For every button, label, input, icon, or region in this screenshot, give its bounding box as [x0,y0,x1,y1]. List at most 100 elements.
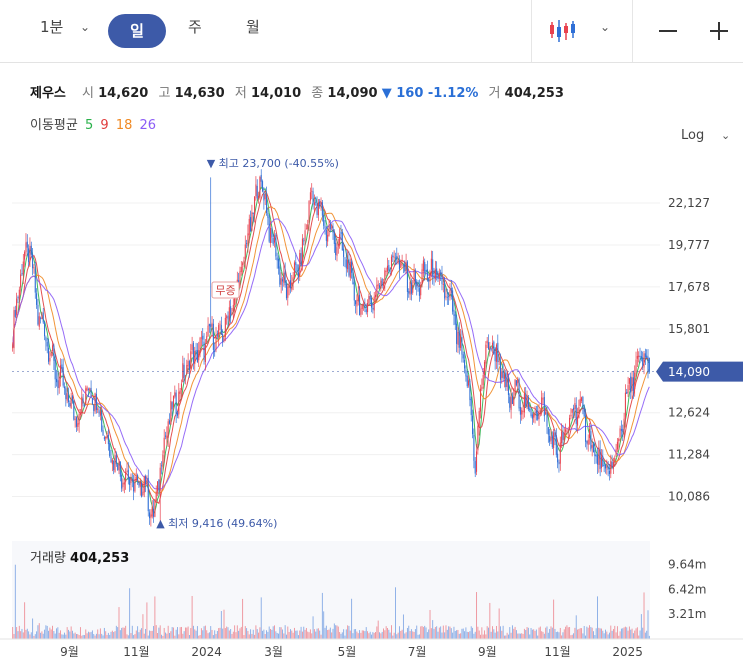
volume-bar [248,634,250,639]
volume-bar [594,635,596,639]
volume-bar [332,628,334,639]
candle-body [588,428,591,438]
volume-bar [578,628,580,639]
candle-body [246,243,248,244]
volume-bar [78,635,80,639]
candle-body [535,410,537,414]
volume-bar [573,633,575,639]
candle-body [563,432,565,441]
volume-bar [602,630,604,639]
volume-bar [591,627,593,639]
candle-body [590,431,592,450]
candle-body [646,355,648,358]
volume-bar [418,634,420,639]
volume-bar [587,627,589,639]
volume-bar [634,630,636,639]
volume-bar [64,632,65,639]
candle-body [83,405,85,407]
candle-body [397,259,399,262]
volume-bar [582,633,584,639]
candle-body [131,479,133,481]
volume-bar [446,629,448,639]
volume-bar [305,627,307,639]
time-tick-label: 7월 [408,645,427,659]
candle-body [220,325,222,335]
candle-body [390,256,393,270]
candle-body [101,412,103,431]
candle-body [472,415,474,435]
candle-body [546,412,548,427]
volume-bar [401,629,403,639]
open-label: 시 [82,86,94,101]
candle-body [554,431,556,437]
volume-bar [498,608,500,639]
candle-body [183,364,185,379]
period-week-button[interactable]: 주 [188,18,202,36]
candle-body [426,269,428,281]
volume-title: 거래량 404,253 [30,547,129,566]
volume-bar [58,632,60,639]
candle-body [511,396,513,404]
volume-bar [52,625,54,639]
candle-body [266,195,268,213]
candle-body [565,429,567,432]
candle-body [531,414,533,419]
candles [12,169,650,527]
candle-body [530,409,532,416]
candle-body [119,461,121,477]
volume-bar [232,631,234,639]
chevron-down-icon[interactable]: ⌄ [80,20,91,34]
candle-body [382,282,385,286]
period-1min-button[interactable]: 1분 [40,18,64,36]
zoom-out-button[interactable] [655,12,683,48]
candlestick-icon[interactable] [548,18,576,44]
candle-body [549,435,551,442]
volume-bar [409,631,411,639]
moving-average-legend[interactable]: 이동평균 5 9 18 26 [30,114,156,133]
scale-mode-label[interactable]: Log [681,128,705,143]
period-day-button[interactable]: 일 [108,14,166,48]
volume-bar [402,614,404,639]
candle-body [22,261,24,275]
candle-body [273,235,276,243]
volume-bar [420,626,422,639]
volume-bar [166,633,168,639]
volume-bar [345,629,347,639]
volume-bar [476,592,478,639]
volume-bar [224,628,226,639]
volume-bar [391,625,392,639]
candle-body [586,440,588,444]
zoom-in-button[interactable] [706,12,734,48]
chart-type-chevron-icon[interactable]: ⌄ [600,20,611,34]
ma-18-line [12,206,650,494]
candle-body [413,270,415,284]
candle-body [518,378,520,409]
volume-bar [14,564,16,639]
period-month-button[interactable]: 월 [246,18,260,36]
volume-bar [577,629,579,639]
candle-body [95,393,97,410]
volume-bar [222,628,224,639]
candle-body [252,212,254,214]
candle-body [49,357,51,362]
volume-bar [551,627,553,639]
scale-chevron-icon[interactable]: ⌄ [721,129,731,142]
volume-bar [585,635,587,639]
candle-body [118,461,120,471]
candle-body [309,192,311,201]
candle-body [291,282,293,290]
candle-body [212,323,214,350]
candle-body [227,315,229,320]
volume-bar [348,625,350,639]
candle-body [292,277,294,281]
candle-body [46,341,48,347]
volume-bar [393,632,395,639]
candle-body [289,280,291,288]
volume-bar [105,631,107,639]
volume-bar [527,627,529,639]
volume-bar [486,626,488,639]
candle-body [481,386,483,390]
candle-body [623,418,625,435]
candle-body [539,410,541,412]
